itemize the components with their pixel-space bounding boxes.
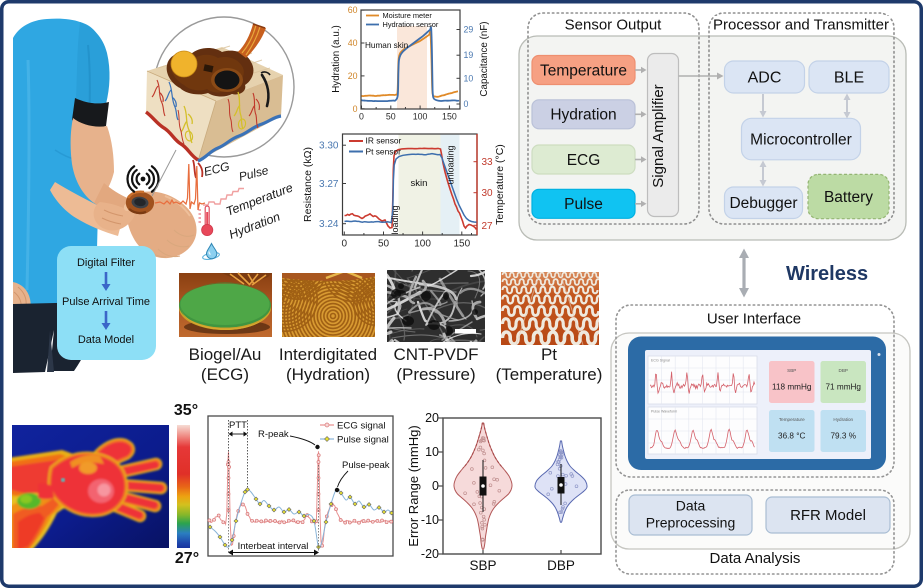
svg-text:71 mmHg: 71 mmHg xyxy=(826,383,862,392)
svg-text:ECG Signal: ECG Signal xyxy=(651,359,670,363)
svg-text:Pulse: Pulse xyxy=(237,163,270,184)
svg-text:(Hydration): (Hydration) xyxy=(286,365,370,384)
svg-text:3.24: 3.24 xyxy=(319,219,339,230)
svg-text:Wireless: Wireless xyxy=(786,263,868,285)
svg-text:3.27: 3.27 xyxy=(319,179,339,190)
svg-text:Biogel/Au: Biogel/Au xyxy=(189,345,262,364)
svg-text:Digital Filter: Digital Filter xyxy=(77,257,135,269)
svg-text:10: 10 xyxy=(464,73,474,83)
svg-text:0: 0 xyxy=(464,99,469,109)
svg-text:19: 19 xyxy=(464,50,474,60)
svg-text:27: 27 xyxy=(482,221,494,232)
svg-text:Temperature: Temperature xyxy=(224,180,295,218)
svg-text:33: 33 xyxy=(482,157,494,168)
svg-text:20: 20 xyxy=(425,411,439,425)
svg-text:36.8 °C: 36.8 °C xyxy=(778,432,805,441)
svg-text:DBP: DBP xyxy=(839,368,848,373)
svg-text:Pt sensor: Pt sensor xyxy=(366,146,402,156)
svg-text:ECG: ECG xyxy=(202,159,231,179)
svg-text:ECG signal: ECG signal xyxy=(337,421,386,432)
svg-text:Debugger: Debugger xyxy=(729,195,797,212)
svg-text:SBP: SBP xyxy=(469,558,496,573)
svg-text:unloading: unloading xyxy=(446,145,456,184)
svg-text:Battery: Battery xyxy=(824,189,873,206)
svg-text:skin: skin xyxy=(411,178,428,189)
svg-text:Pulse Waveform: Pulse Waveform xyxy=(651,410,677,414)
svg-text:Pulse: Pulse xyxy=(564,196,603,213)
svg-text:20: 20 xyxy=(348,71,358,81)
svg-text:ADC: ADC xyxy=(748,70,782,87)
svg-text:IR sensor: IR sensor xyxy=(366,136,402,146)
svg-text:-20: -20 xyxy=(421,547,439,561)
svg-text:Temperature: Temperature xyxy=(540,62,627,79)
svg-text:10: 10 xyxy=(425,445,439,459)
svg-text:Processor and Transmitter: Processor and Transmitter xyxy=(713,17,889,34)
svg-text:CNT-PVDF: CNT-PVDF xyxy=(394,345,479,364)
svg-text:Interbeat interval: Interbeat interval xyxy=(238,541,309,552)
svg-text:Hydration: Hydration xyxy=(550,107,616,124)
svg-text:150: 150 xyxy=(442,112,457,122)
svg-text:30: 30 xyxy=(482,188,494,199)
svg-text:Pt: Pt xyxy=(541,345,557,364)
svg-text:29: 29 xyxy=(464,25,474,35)
svg-text:0: 0 xyxy=(432,479,439,493)
svg-text:Resistance (kΩ): Resistance (kΩ) xyxy=(302,147,314,222)
svg-text:0: 0 xyxy=(342,239,348,250)
svg-text:-10: -10 xyxy=(421,513,439,527)
svg-text:SBP: SBP xyxy=(787,368,796,373)
svg-text:40: 40 xyxy=(348,38,358,48)
svg-text:Capacitance (nF): Capacitance (nF) xyxy=(479,21,490,96)
svg-text:3.30: 3.30 xyxy=(319,141,339,152)
svg-text:RFR Model: RFR Model xyxy=(790,507,866,524)
svg-text:50: 50 xyxy=(386,112,396,122)
svg-text:DBP: DBP xyxy=(547,558,575,573)
svg-text:Temperature (°C): Temperature (°C) xyxy=(494,144,506,225)
svg-text:Hydration (a.u.): Hydration (a.u.) xyxy=(331,25,342,93)
svg-text:(Temperature): (Temperature) xyxy=(496,365,603,384)
svg-text:Moisture meter: Moisture meter xyxy=(383,11,433,20)
svg-text:Pulse-peak: Pulse-peak xyxy=(342,460,390,471)
svg-text:(ECG): (ECG) xyxy=(201,365,249,384)
svg-text:Hydration sensor: Hydration sensor xyxy=(383,20,439,29)
svg-text:Sensor Output: Sensor Output xyxy=(565,17,663,34)
svg-text:150: 150 xyxy=(453,239,470,250)
svg-text:Temperature: Temperature xyxy=(779,417,805,422)
svg-text:27°: 27° xyxy=(175,550,199,567)
svg-text:60: 60 xyxy=(348,5,358,15)
svg-text:Preprocessing: Preprocessing xyxy=(646,515,736,531)
svg-text:50: 50 xyxy=(378,239,390,250)
svg-text:79.3 %: 79.3 % xyxy=(831,432,857,441)
svg-text:35°: 35° xyxy=(174,402,198,419)
svg-text:118 mmHg: 118 mmHg xyxy=(772,383,812,392)
svg-text:(Pressure): (Pressure) xyxy=(396,365,475,384)
svg-text:BLE: BLE xyxy=(834,70,864,87)
svg-text:100: 100 xyxy=(414,239,431,250)
svg-text:0: 0 xyxy=(359,112,364,122)
svg-text:100: 100 xyxy=(413,112,428,122)
svg-text:Pulse signal: Pulse signal xyxy=(337,435,389,446)
svg-text:Data Analysis: Data Analysis xyxy=(710,550,801,567)
svg-text:Microcontroller: Microcontroller xyxy=(750,131,852,148)
svg-text:0: 0 xyxy=(353,104,358,114)
svg-text:PTT: PTT xyxy=(229,420,247,431)
svg-text:Interdigitated: Interdigitated xyxy=(279,345,377,364)
svg-text:Error Range (mmHg): Error Range (mmHg) xyxy=(406,425,421,546)
svg-text:Data Model: Data Model xyxy=(78,334,134,346)
svg-text:Signal Amplifier: Signal Amplifier xyxy=(650,84,667,187)
svg-text:loading: loading xyxy=(390,205,400,234)
svg-text:User Interface: User Interface xyxy=(707,311,801,328)
svg-text:Human skin: Human skin xyxy=(365,41,409,50)
svg-text:Hydration: Hydration xyxy=(833,417,853,422)
svg-text:R-peak: R-peak xyxy=(258,429,289,440)
svg-text:ECG: ECG xyxy=(567,152,601,169)
svg-text:Pulse Arrival Time: Pulse Arrival Time xyxy=(62,296,150,308)
svg-text:Data: Data xyxy=(676,498,706,514)
